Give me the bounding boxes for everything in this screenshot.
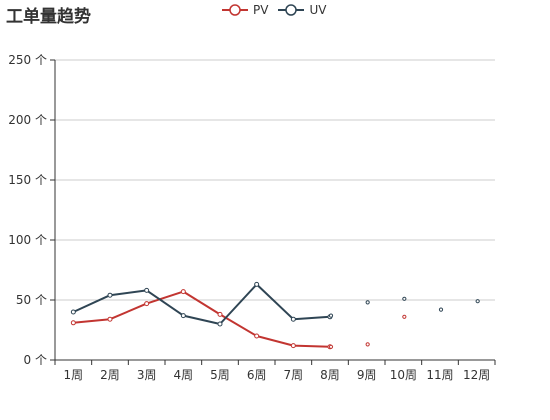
stray-point-uv [402,296,407,301]
stray-point-pv [365,342,370,347]
y-tick-label: 200 个 [8,113,47,127]
stray-point-uv [438,307,444,312]
x-tick-label: 5周 [210,368,230,382]
y-tick-label: 100 个 [8,233,47,247]
data-point-uv [254,281,260,287]
y-tick-label: 150 个 [8,173,47,187]
legend-item-uv[interactable]: UV [278,3,326,17]
data-point-uv [217,321,223,327]
x-tick-label: 9周 [357,368,377,382]
series-line-pv [73,290,331,348]
stray-point-uv [328,313,334,318]
x-tick-label: 3周 [137,368,157,382]
data-point-pv [217,311,223,317]
legend-label-uv: UV [309,3,327,17]
data-point-pv [70,320,76,326]
data-point-uv [180,313,186,319]
chart-title: 工单量趋势 [6,7,91,27]
stray-point-pv [402,314,407,319]
x-tick-label: 12周 [463,368,490,382]
x-tick-label: 1周 [64,368,84,382]
x-tick-label: 7周 [284,368,304,382]
x-tick-label: 2周 [100,368,120,382]
data-point-uv [290,316,296,322]
y-tick-label: 0 个 [24,353,47,367]
stray-point-uv [475,299,480,304]
data-point-pv [107,316,113,322]
x-tick-label: 10周 [390,368,417,382]
x-tick-label: 6周 [247,368,267,382]
legend-label-pv: PV [253,3,269,17]
y-tick-label: 250 个 [8,53,47,67]
data-point-pv [254,333,260,339]
stray-point-uv [365,300,370,305]
chart-legend: PV UV [222,3,326,17]
y-tick-label: 50 个 [16,293,47,307]
data-point-uv [107,292,113,298]
x-tick-label: 4周 [174,368,194,382]
legend-item-pv[interactable]: PV [222,3,268,17]
data-point-pv [290,343,296,349]
x-tick-label: 8周 [320,368,340,382]
stray-point-pv [328,344,334,349]
data-point-pv [144,301,150,307]
x-tick-label: 11周 [426,368,453,382]
legend-marker-uv [278,4,305,16]
data-point-uv [70,309,76,315]
data-point-uv [144,287,150,293]
data-point-pv [180,289,186,295]
legend-marker-pv [222,4,248,16]
series-line-uv [72,283,331,325]
